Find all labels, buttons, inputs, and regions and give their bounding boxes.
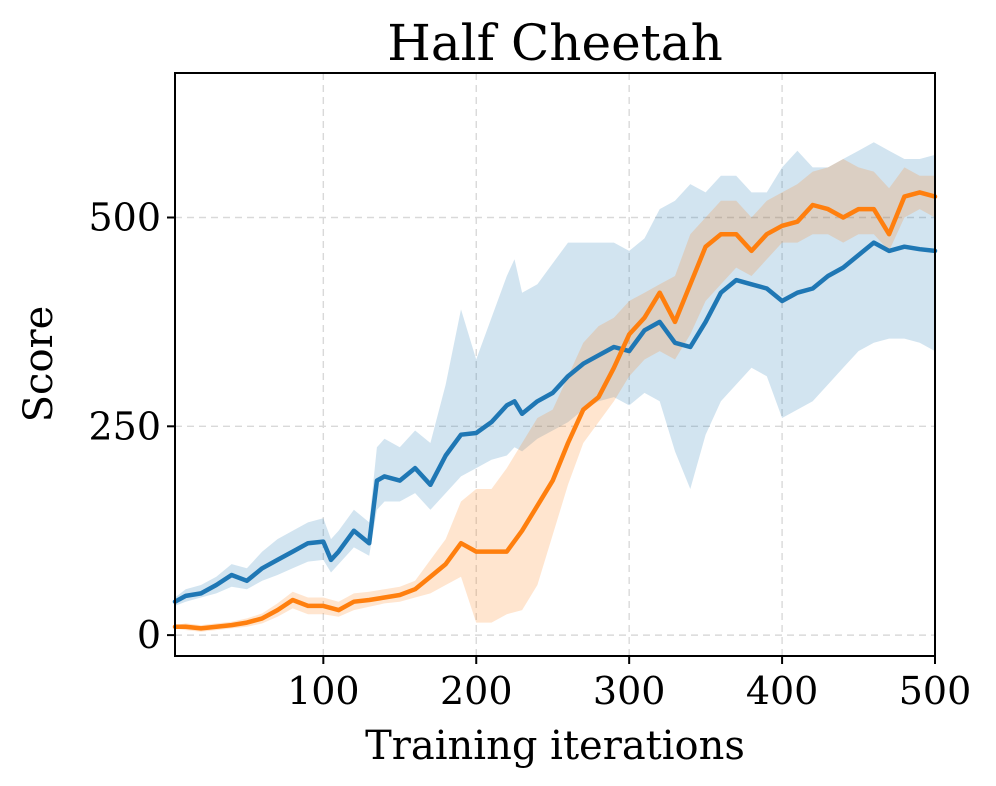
x-axis-label: Training iterations <box>365 723 745 769</box>
band-layer <box>175 142 935 632</box>
plot-frame <box>174 72 936 657</box>
series-blue-line <box>172 240 938 604</box>
y-tick-label: 250 <box>88 404 161 448</box>
y-tick-label: 0 <box>137 613 161 657</box>
series-orange-band <box>175 159 935 632</box>
series-orange-line <box>172 190 938 631</box>
x-tick-label: 100 <box>287 669 360 713</box>
x-tick-label: 200 <box>440 669 513 713</box>
x-tick-label: 400 <box>746 669 819 713</box>
series-blue-band <box>175 142 935 606</box>
line-layer <box>172 190 938 631</box>
tick-layer: 100 200 300 400 500 0 250 500 <box>88 195 971 713</box>
x-tick-label: 500 <box>899 669 972 713</box>
x-tick-label: 300 <box>593 669 666 713</box>
y-axis-label: Score <box>16 306 62 423</box>
grid-layer <box>175 73 935 656</box>
y-tick-label: 500 <box>88 195 161 239</box>
chart-title: Half Cheetah <box>387 14 723 72</box>
